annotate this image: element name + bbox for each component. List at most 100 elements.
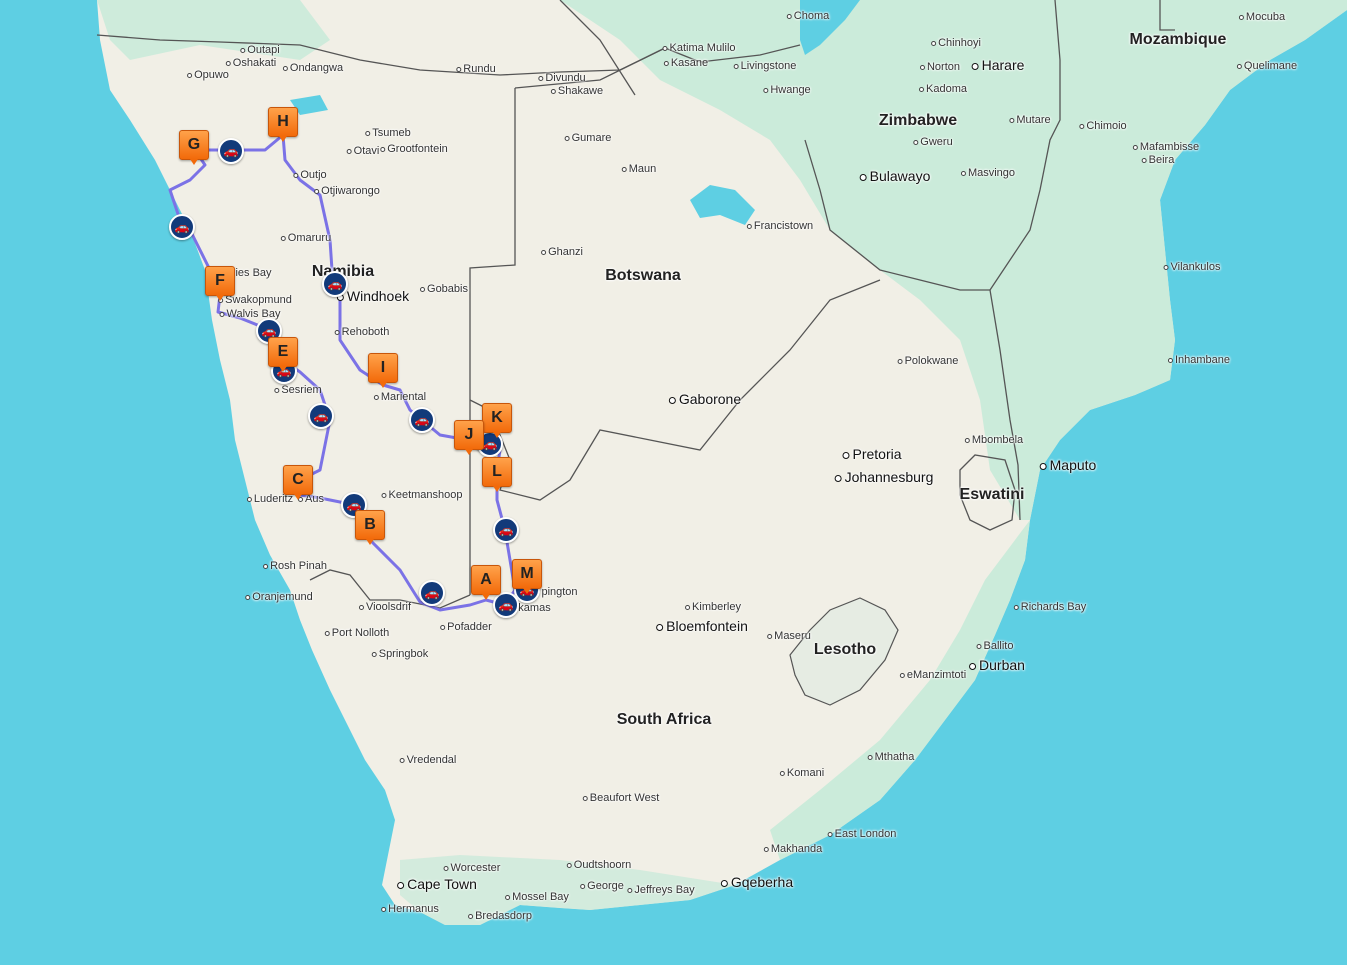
city-label-masvingo: Masvingo — [961, 167, 1015, 179]
city-label-mossel-bay: Mossel Bay — [505, 891, 569, 903]
route-stop-e[interactable]: E — [268, 337, 298, 372]
city-label-sesriem: Sesriem — [274, 384, 321, 396]
city-label-vilankulos: Vilankulos — [1164, 261, 1221, 273]
city-label-harare: Harare — [972, 57, 1025, 73]
city-label-johannesburg: Johannesburg — [835, 469, 934, 485]
route-stop-m[interactable]: M — [512, 559, 542, 594]
city-label-mthatha: Mthatha — [868, 751, 915, 763]
city-label-mafambisse: Mafambisse — [1133, 141, 1199, 153]
car-icon[interactable]: 🚗 — [218, 138, 244, 164]
city-label-worcester: Worcester — [444, 862, 501, 874]
city-label-oranjemund: Oranjemund — [245, 591, 313, 603]
city-label-beaufort-west: Beaufort West — [583, 792, 660, 804]
city-label-upington: pington — [534, 586, 577, 598]
city-label-gobabis: Gobabis — [420, 283, 468, 295]
city-label-francistown: Francistown — [747, 220, 813, 232]
city-label-hwange: Hwange — [763, 84, 810, 96]
city-label-kadoma: Kadoma — [919, 83, 967, 95]
city-label-makhanda: Makhanda — [764, 843, 822, 855]
city-label-pretoria: Pretoria — [842, 446, 901, 462]
route-stop-i[interactable]: I — [368, 353, 398, 388]
city-label-jeffreys-bay: Jeffreys Bay — [627, 884, 694, 896]
car-icon[interactable]: 🚗 — [308, 403, 334, 429]
country-label-south-africa: South Africa — [616, 711, 712, 728]
city-label-polokwane: Polokwane — [898, 355, 959, 367]
city-label-ghanzi: Ghanzi — [541, 246, 583, 258]
city-label-keetmanshoop: Keetmanshoop — [382, 489, 463, 501]
city-label-mbombela: Mbombela — [965, 434, 1023, 446]
city-label-tsumeb: Tsumeb — [365, 127, 411, 139]
city-label-kakamas: kamas — [511, 602, 550, 614]
city-label-east-london: East London — [828, 828, 897, 840]
city-label-swakopmund: Swakopmund — [218, 294, 292, 306]
city-label-oudtshoorn: Oudtshoorn — [567, 859, 631, 871]
country-label-lesotho: Lesotho — [813, 641, 877, 658]
car-icon[interactable]: 🚗 — [169, 214, 195, 240]
city-label-outapi: Outapi — [240, 44, 279, 56]
city-label-katima-mulilo: Katima Mulilo — [662, 42, 735, 54]
route-stop-h[interactable]: H — [268, 107, 298, 142]
lesotho-region — [789, 597, 899, 706]
city-label-beira: Beira — [1142, 154, 1175, 166]
city-label-quelimane: Quelimane — [1237, 60, 1297, 72]
country-label-eswatini: Eswatini — [959, 486, 1025, 503]
city-label-cape-town: Cape Town — [397, 876, 477, 892]
city-label-opuwo: Opuwo — [187, 69, 229, 81]
city-label-emanzimtoti: eManzimtoti — [900, 669, 966, 681]
city-label-oshakati: Oshakati — [226, 57, 276, 69]
route-stop-f[interactable]: F — [205, 266, 235, 301]
city-label-gumare: Gumare — [565, 132, 612, 144]
city-label-bredasdorp: Bredasdorp — [468, 910, 532, 922]
route-stop-j[interactable]: J — [454, 420, 484, 455]
car-icon[interactable]: 🚗 — [322, 271, 348, 297]
city-label-pofadder: Pofadder — [440, 621, 492, 633]
city-label-port-nolloth: Port Nolloth — [325, 627, 389, 639]
city-label-maun: Maun — [622, 163, 657, 175]
car-icon[interactable]: 🚗 — [493, 592, 519, 618]
city-label-luderitz: Luderitz — [247, 493, 293, 505]
city-label-aus: Aus — [298, 493, 324, 505]
city-label-mariental: Mariental — [374, 391, 426, 403]
city-label-shakawe: Shakawe — [551, 85, 603, 97]
city-label-gqeberha: Gqeberha — [721, 874, 793, 890]
city-label-norton: Norton — [920, 61, 960, 73]
city-label-otjiwarongo: Otjiwarongo — [314, 185, 380, 197]
country-label-mozambique: Mozambique — [1129, 31, 1227, 48]
city-label-windhoek: Windhoek — [337, 288, 409, 304]
city-label-kasane: Kasane — [664, 57, 708, 69]
city-label-ballito: Ballito — [977, 640, 1014, 652]
city-label-vredendal: Vredendal — [400, 754, 457, 766]
car-icon[interactable]: 🚗 — [409, 407, 435, 433]
city-label-grootfontein: Grootfontein — [380, 143, 448, 155]
city-label-divundu: Divundu — [538, 72, 585, 84]
route-stop-l[interactable]: L — [482, 457, 512, 492]
city-label-omaruru: Omaruru — [281, 232, 331, 244]
city-label-maseru: Maseru — [767, 630, 811, 642]
city-label-mocuba: Mocuba — [1239, 11, 1285, 23]
city-label-choma: Choma — [787, 10, 829, 22]
city-label-bloemfontein: Bloemfontein — [656, 618, 748, 634]
city-label-ondangwa: Ondangwa — [283, 62, 343, 74]
route-stop-g[interactable]: G — [179, 130, 209, 165]
city-label-inhambane: Inhambane — [1168, 354, 1230, 366]
city-label-henties-bay: ies Bay — [228, 267, 271, 279]
city-label-vioolsdrif: Vioolsdrif — [359, 601, 411, 613]
country-label-botswana: Botswana — [605, 267, 681, 284]
city-label-durban: Durban — [969, 657, 1025, 673]
route-stop-a[interactable]: A — [471, 565, 501, 600]
route-stop-k[interactable]: K — [482, 403, 512, 438]
route-stop-b[interactable]: B — [355, 510, 385, 545]
car-icon[interactable]: 🚗 — [493, 517, 519, 543]
city-label-chimoio: Chimoio — [1079, 120, 1126, 132]
city-label-maputo: Maputo — [1040, 457, 1097, 473]
city-label-komani: Komani — [780, 767, 824, 779]
city-label-richards-bay: Richards Bay — [1014, 601, 1086, 613]
city-label-gaborone: Gaborone — [669, 391, 741, 407]
route-stop-c[interactable]: C — [283, 465, 313, 500]
car-icon[interactable]: 🚗 — [419, 580, 445, 606]
city-label-george: George — [580, 880, 624, 892]
city-label-hermanus: Hermanus — [381, 903, 439, 915]
country-label-zimbabwe: Zimbabwe — [878, 112, 958, 129]
city-label-springbok: Springbok — [372, 648, 429, 660]
